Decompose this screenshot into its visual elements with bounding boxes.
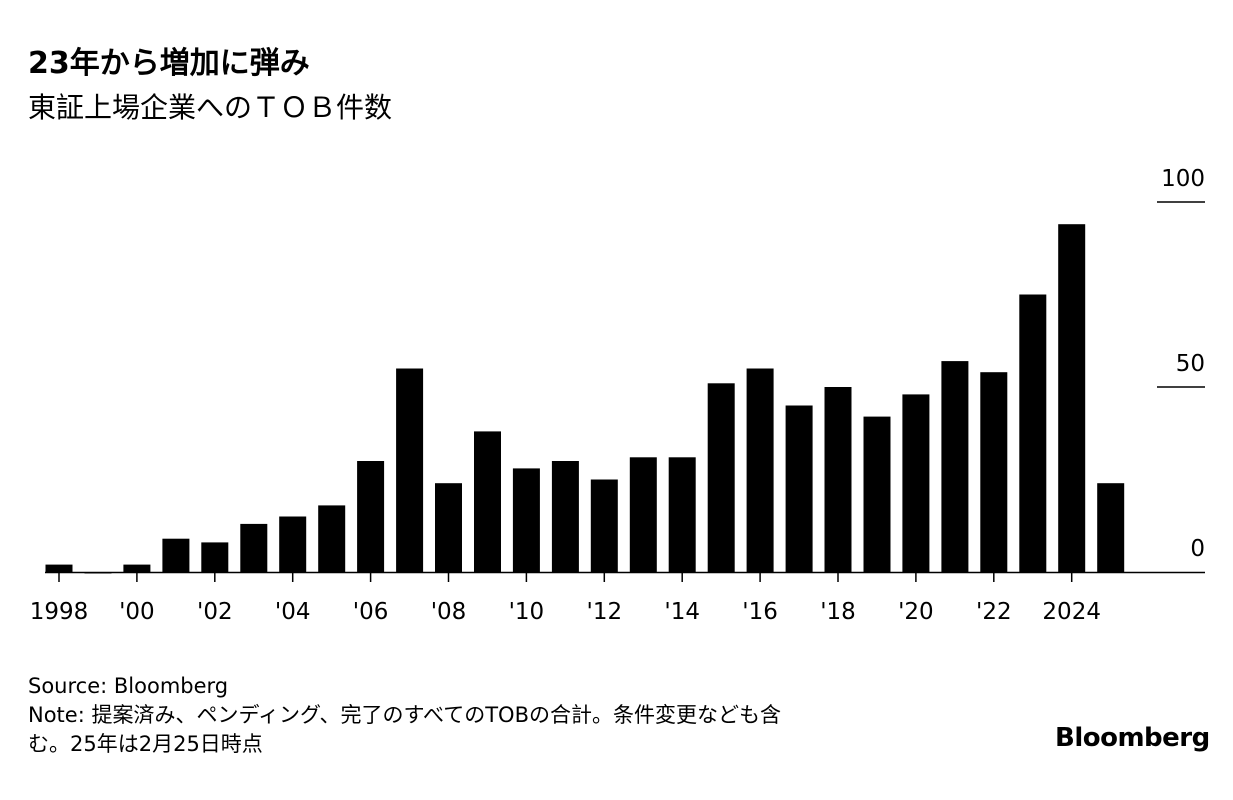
x-tick-label-2006: '06 <box>353 599 389 625</box>
x-axis: 1998 '00 '02 '04 '06 '08 '10 '12 '14 '16 '18 '20 '22… <box>30 571 1205 625</box>
x-tick-label-2022: '22 <box>976 599 1012 625</box>
y-tick-label-100: 100 <box>1161 166 1205 192</box>
bar-2006 <box>357 461 385 572</box>
bar-2024 <box>1058 224 1086 572</box>
bar-2018 <box>824 387 852 572</box>
bar-2011 <box>551 461 579 572</box>
x-tick-label-2014: '14 <box>664 599 700 625</box>
note-text-line1: Note: 提案済み、ペンディング、完了のすべてのTOBの合計。条件変更なども含 <box>28 703 781 727</box>
bar-2005 <box>318 505 346 572</box>
y-tick-label-0: 0 <box>1190 536 1205 562</box>
bar-2019 <box>863 416 891 572</box>
bar-1998 <box>45 564 73 572</box>
x-tick-label-2008: '08 <box>431 599 467 625</box>
bar-2010 <box>512 468 540 572</box>
chart-title: 23年から増加に弾み <box>28 46 310 81</box>
bar-2000 <box>123 564 151 572</box>
x-tick-label-2000: '00 <box>119 599 155 625</box>
chart-subtitle: 東証上場企業へのＴＯＢ件数 <box>28 91 393 124</box>
bar-chart: 0 50 100 1998 '00 '02 '04 '06 '08 '10 '12 '14 '16 '1… <box>30 166 1205 625</box>
chart-footer: Source: Bloomberg Note: 提案済み、ペンディング、完了のす… <box>28 672 781 759</box>
bar-2012 <box>590 479 618 572</box>
bar-2002 <box>201 542 229 572</box>
x-tick-label-2016: '16 <box>742 599 778 625</box>
x-tick-label-2018: '18 <box>820 599 856 625</box>
x-tick-label-2004: '04 <box>275 599 311 625</box>
x-tick-label-2024: 2024 <box>1042 599 1101 625</box>
source-text: Source: Bloomberg <box>28 674 229 698</box>
bar-2016 <box>746 368 774 572</box>
bar-2009 <box>474 431 501 572</box>
bar-2017 <box>785 405 813 572</box>
x-tick-label-2012: '12 <box>587 599 623 625</box>
bar-2014 <box>668 457 696 572</box>
x-tick-label-1998: 1998 <box>30 599 89 625</box>
bar-2022 <box>980 372 1008 572</box>
bars-group <box>45 224 1125 574</box>
bar-2001 <box>162 538 190 572</box>
bar-2004 <box>279 516 307 572</box>
bar-2023 <box>1019 294 1047 572</box>
bar-2021 <box>941 361 969 572</box>
x-tick-label-2010: '10 <box>509 599 545 625</box>
y-axis: 0 50 100 <box>1157 166 1205 562</box>
x-tick-label-2002: '02 <box>197 599 233 625</box>
bar-2015 <box>707 383 735 572</box>
bar-2025 <box>1097 483 1125 572</box>
note-text-line2: む。25年は2月25日時点 <box>28 732 263 756</box>
x-tick-label-2020: '20 <box>898 599 934 625</box>
bar-2013 <box>629 457 657 572</box>
y-tick-label-50: 50 <box>1176 351 1205 377</box>
bloomberg-logo: Bloomberg <box>1055 723 1210 753</box>
bar-2020 <box>902 394 930 572</box>
bar-2003 <box>240 523 268 572</box>
bar-2008 <box>435 483 462 572</box>
bar-2007 <box>396 368 424 572</box>
